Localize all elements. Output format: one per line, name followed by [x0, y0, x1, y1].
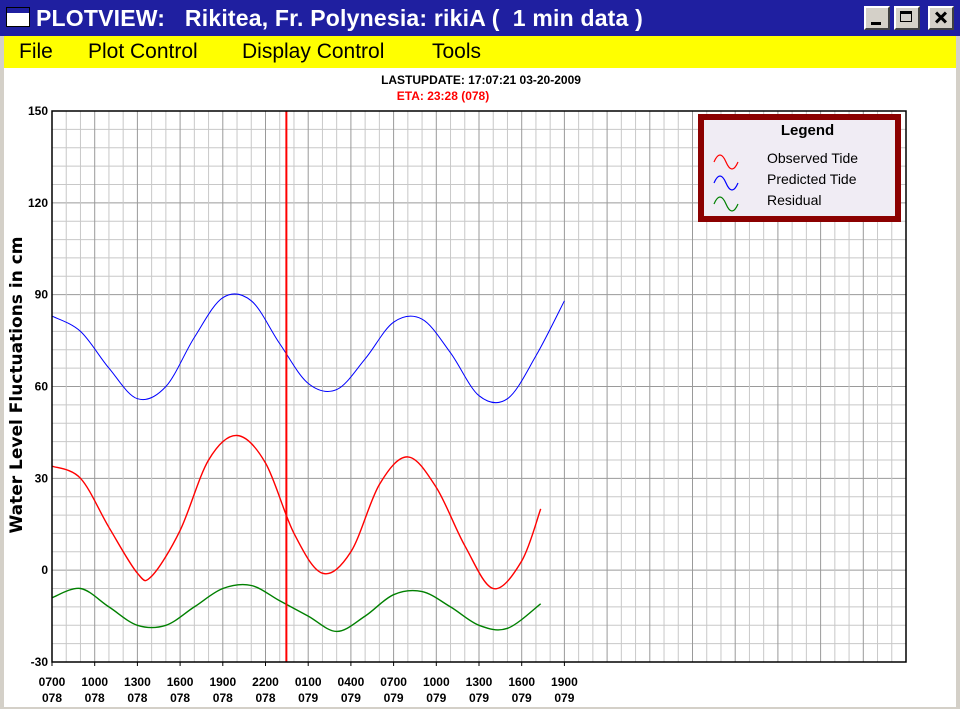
x-tick-day-label: 078	[213, 691, 233, 705]
minimize-button[interactable]	[864, 6, 890, 30]
x-tick-day-label: 079	[469, 691, 489, 705]
legend-title: Legend	[781, 122, 834, 139]
legend-entry-label: Predicted Tide	[767, 171, 857, 187]
x-tick-day-label: 079	[512, 691, 532, 705]
window-title: PLOTVIEW: Rikitea, Fr. Polynesia: rikiA …	[36, 5, 643, 31]
title-bar: PLOTVIEW: Rikitea, Fr. Polynesia: rikiA …	[0, 0, 960, 36]
legend-entry-label: Residual	[767, 192, 821, 208]
y-tick-label: 120	[28, 196, 48, 210]
y-tick-label: 150	[28, 104, 48, 118]
x-tick-time-label: 1300	[466, 675, 493, 689]
menu-file[interactable]: File	[19, 40, 53, 63]
menu-plot-control[interactable]: Plot Control	[88, 40, 198, 63]
eta-label: ETA: 23:28 (078)	[397, 89, 489, 103]
legend: Legend Observed Tide Predicted Tide Residua…	[698, 114, 901, 222]
axes: -30 0 30 60 90 120 150 0700 078 1000 078 1300 078 160…	[28, 104, 907, 705]
x-tick-time-label: 1000	[81, 675, 108, 689]
menu-display-control[interactable]: Display Control	[242, 40, 385, 63]
legend-swatch	[713, 175, 739, 191]
maximize-button[interactable]	[894, 6, 920, 30]
last-update-label: LASTUPDATE: 17:07:21 03-20-2009	[381, 73, 581, 87]
y-axis-label: Water Level Fluctuations in cm	[7, 236, 27, 533]
x-tick-day-label: 079	[554, 691, 574, 705]
x-tick-day-label: 078	[42, 691, 62, 705]
close-button[interactable]	[928, 6, 954, 30]
legend-entry-label: Observed Tide	[767, 150, 858, 166]
series-lines	[51, 111, 565, 662]
x-tick-time-label: 0400	[338, 675, 365, 689]
window-icon[interactable]	[6, 7, 30, 27]
x-tick-time-label: 0700	[380, 675, 407, 689]
menu-bar: File Plot Control Display Control Tools	[4, 36, 956, 68]
x-tick-day-label: 078	[255, 691, 275, 705]
y-tick-label: 0	[41, 563, 48, 577]
series-line-observed-tide	[51, 434, 542, 590]
y-tick-label: -30	[31, 655, 49, 669]
y-tick-label: 30	[35, 471, 49, 485]
x-tick-day-label: 079	[426, 691, 446, 705]
x-tick-day-label: 079	[341, 691, 361, 705]
x-tick-time-label: 0100	[295, 675, 322, 689]
x-tick-time-label: 1900	[209, 675, 236, 689]
x-tick-time-label: 1600	[508, 675, 535, 689]
menu-tools[interactable]: Tools	[432, 40, 482, 63]
y-tick-label: 90	[35, 288, 49, 302]
x-tick-day-label: 078	[127, 691, 147, 705]
x-tick-day-label: 078	[85, 691, 105, 705]
x-tick-time-label: 0700	[39, 675, 66, 689]
x-tick-time-label: 1000	[423, 675, 450, 689]
x-tick-time-label: 1300	[124, 675, 151, 689]
x-tick-time-label: 1900	[551, 675, 578, 689]
x-tick-day-label: 079	[384, 691, 404, 705]
legend-swatch	[713, 154, 739, 170]
x-tick-day-label: 079	[298, 691, 318, 705]
y-tick-label: 60	[35, 380, 49, 394]
series-line-predicted-tide	[51, 293, 565, 404]
x-tick-time-label: 1600	[167, 675, 194, 689]
x-tick-day-label: 078	[170, 691, 190, 705]
legend-swatch	[713, 196, 739, 212]
series-line-residual	[51, 583, 542, 633]
x-tick-time-label: 2200	[252, 675, 279, 689]
